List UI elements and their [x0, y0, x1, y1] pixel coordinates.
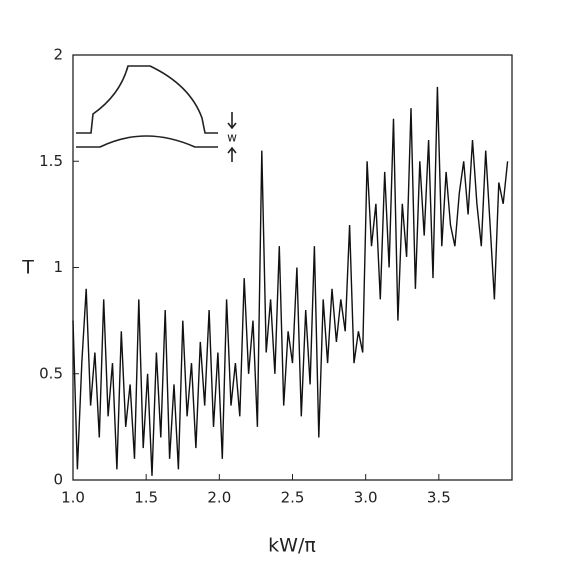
inset-label: w [227, 131, 237, 145]
x-axis-label: kW/π [268, 535, 316, 557]
y-tick-label: 1.5 [39, 152, 63, 170]
plot-frame [72, 54, 513, 481]
x-tick-label: 1.0 [61, 489, 85, 507]
x-tick-label: 2.5 [281, 489, 305, 507]
y-tick-label: 1 [53, 258, 63, 276]
y-tick-label: 0 [53, 471, 63, 489]
inset-schematic [76, 65, 237, 162]
x-tick-label: 3.5 [427, 489, 451, 507]
x-tick-label: 1.5 [134, 489, 158, 507]
y-tick-label: 0.5 [39, 364, 63, 382]
x-tick-label: 3.0 [354, 489, 378, 507]
data-line [72, 86, 509, 476]
y-tick-label: 2 [53, 46, 63, 64]
y-axis-label: T [21, 257, 34, 279]
x-tick-label: 2.0 [207, 489, 231, 507]
